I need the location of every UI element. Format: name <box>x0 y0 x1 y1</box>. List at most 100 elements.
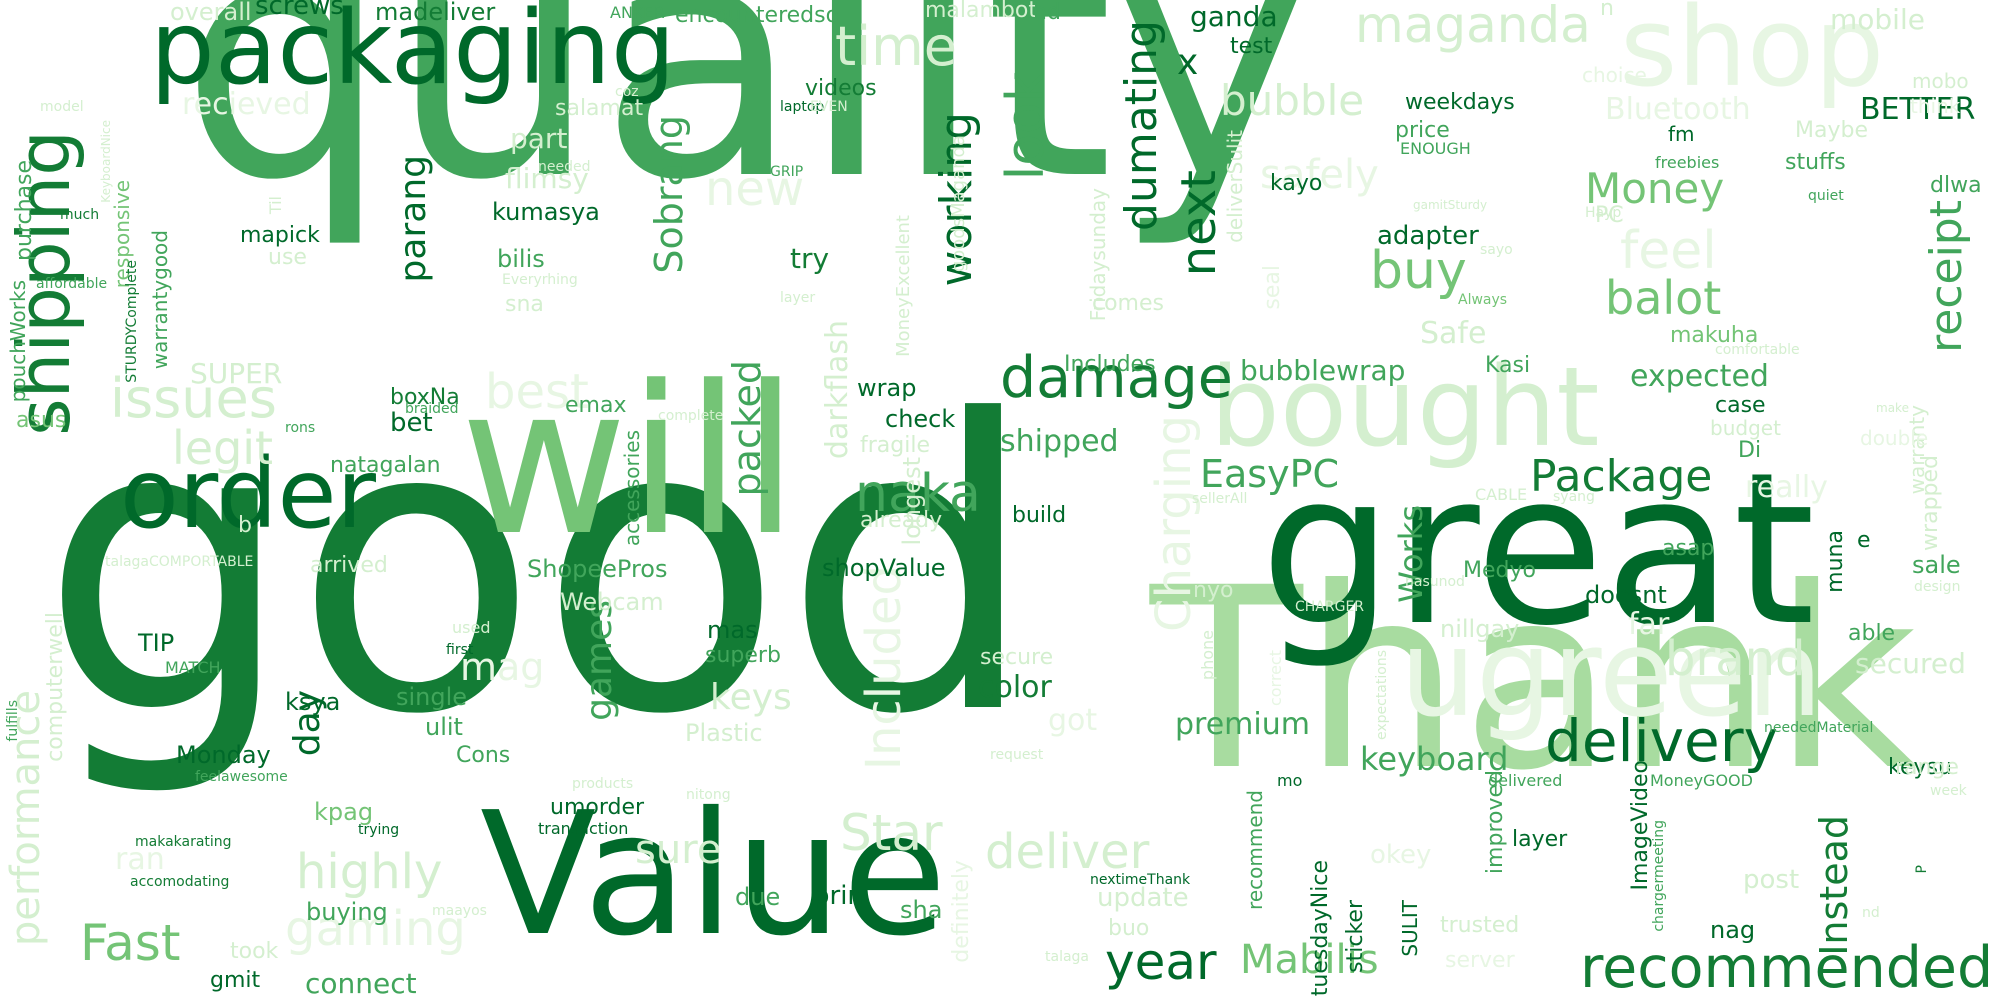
cloud-word-quality: quality <box>180 0 1309 252</box>
cloud-word-mobo: mobo <box>1912 69 1969 93</box>
cloud-word-kayo: kayo <box>1270 171 1323 196</box>
cloud-word-buy: buy <box>1370 241 1467 301</box>
cloud-word-moneyexcellent: MoneyExcellent <box>893 215 914 357</box>
cloud-word-shop: shop <box>1620 0 1885 111</box>
cloud-word-salamat: salamat <box>555 96 644 121</box>
cloud-word-recieved: recieved <box>182 87 311 122</box>
cloud-word-deliversulit: deliverSulit <box>1223 130 1247 243</box>
cloud-word-safely: safely <box>1260 152 1379 198</box>
cloud-word-trusted: trusted <box>1440 913 1520 938</box>
cloud-word-instead: Instead <box>1812 815 1856 956</box>
cloud-word-di: Di <box>1738 438 1762 463</box>
cloud-word-value: Value <box>480 776 947 974</box>
cloud-word-sure: sure <box>635 827 722 873</box>
cloud-word-charging: Charging <box>1146 415 1202 632</box>
cloud-word-pc: PC <box>1595 203 1624 228</box>
cloud-word-nitong: nitong <box>686 787 731 803</box>
cloud-word-layer: layer <box>780 290 816 306</box>
cloud-word-even: EVEN <box>810 99 848 115</box>
cloud-word-try: try <box>790 242 830 275</box>
cloud-word-mobile: mobile <box>1830 3 1925 36</box>
cloud-word-shipped: shipped <box>1000 424 1119 459</box>
cloud-word-keyboardnice: KeyboardNice <box>99 120 113 203</box>
cloud-word-premium: premium <box>1175 707 1310 742</box>
cloud-word-overall: overall <box>170 0 252 26</box>
cloud-word-brand: brand <box>1665 631 1806 687</box>
cloud-word-packaging: packaging <box>150 0 676 108</box>
cloud-word-think: think <box>1910 94 1961 118</box>
cloud-word-ran: ran <box>115 842 165 877</box>
cloud-word-medyo: Medyo <box>1463 558 1536 583</box>
cloud-word-check: check <box>885 405 956 433</box>
cloud-word-best: best <box>485 364 589 420</box>
cloud-word-expected: expected <box>1630 359 1769 394</box>
cloud-word-nextimethank: nextimeThank <box>1090 872 1191 888</box>
cloud-word-look: look <box>996 72 1056 181</box>
cloud-word-asus: asus <box>16 408 67 433</box>
cloud-word-nd: nd <box>1862 905 1880 921</box>
cloud-word-able: able <box>1848 621 1896 646</box>
cloud-word-arrived: arrived <box>310 553 388 578</box>
cloud-word-enough: ENOUGH <box>1400 139 1471 158</box>
cloud-word-affordable: affordable <box>36 276 108 292</box>
cloud-word-b: b <box>238 513 252 538</box>
cloud-word-makuha: makuha <box>1670 323 1759 348</box>
cloud-word-n: n <box>1600 0 1614 21</box>
cloud-word-neededmaterial: neededMaterial <box>1764 720 1874 736</box>
cloud-word-anker: ANKER <box>610 3 665 22</box>
cloud-word-coz: coz <box>615 84 639 100</box>
cloud-word-packed: packed <box>725 360 769 497</box>
cloud-word-expectations: expectations <box>1374 650 1390 741</box>
cloud-word-screws: screws <box>255 0 344 21</box>
cloud-word-money: Money <box>1585 164 1725 213</box>
cloud-word-safe: Safe <box>1420 316 1487 351</box>
cloud-word-fast: Fast <box>80 914 181 972</box>
cloud-word-tuesdaynice: tuesdayNice <box>1308 860 1333 997</box>
cloud-word-already: already <box>860 508 943 533</box>
cloud-word-single: single <box>396 683 468 711</box>
cloud-word-videos: videos <box>805 76 877 101</box>
cloud-word-flimsy: flimsy <box>505 162 589 195</box>
cloud-word-wrap: wrap <box>857 374 917 402</box>
cloud-word-pouchworks: pouchWorks <box>6 280 30 403</box>
cloud-word-warrantygood: warrantygood <box>148 230 172 370</box>
cloud-word-til: Til <box>266 196 285 215</box>
cloud-word-double: double <box>1860 426 1929 450</box>
cloud-word-used: used <box>452 618 491 637</box>
cloud-word-star: Star <box>840 804 943 862</box>
cloud-word-shopvalue: shopValue <box>822 554 946 582</box>
cloud-word-sturdycomplete: STURDYComplete <box>124 260 140 383</box>
cloud-word-week: week <box>1930 783 1967 799</box>
cloud-word-sna: sna <box>505 292 544 317</box>
cloud-word-freebies: freebies <box>1655 153 1720 172</box>
cloud-word-talaga: talaga <box>1045 949 1090 965</box>
cloud-word-shopeepros: ShopeePros <box>527 555 668 583</box>
cloud-word-comes: comes <box>1092 291 1164 316</box>
cloud-word-sale: sale <box>1912 551 1961 579</box>
cloud-word-talagacomportable: talagaCOMPORTABLE <box>105 554 254 570</box>
cloud-word-syang: syang <box>1553 489 1595 505</box>
cloud-word-use: use <box>268 245 307 270</box>
cloud-word-muna: muna <box>1823 530 1848 593</box>
cloud-word-bubble: bubble <box>1220 76 1365 125</box>
cloud-word-connect: connect <box>305 967 417 1000</box>
cloud-word-grip: GRIP <box>770 164 804 180</box>
cloud-word-delivery: delivery <box>1545 707 1778 775</box>
cloud-word-okey: okey <box>1370 840 1432 870</box>
cloud-word-correct: correct <box>1266 650 1285 707</box>
cloud-word-keys: keys <box>710 677 792 718</box>
cloud-word-receipt: receipt <box>1921 200 1972 353</box>
cloud-word-bet: bet <box>390 408 433 438</box>
cloud-word-secured: secured <box>1855 647 1966 680</box>
cloud-word-part: part <box>510 122 568 155</box>
cloud-word-mag: mag <box>460 645 545 689</box>
cloud-word-request: request <box>990 747 1044 763</box>
cloud-word-year: year <box>1105 933 1217 991</box>
cloud-word-sayo: sayo <box>1480 242 1513 258</box>
cloud-word-prin: prin <box>813 881 864 911</box>
cloud-word-new: new <box>705 161 805 217</box>
cloud-word-nillgay: nillgay <box>1440 615 1520 643</box>
cloud-word-cons: Cons <box>456 743 511 768</box>
cloud-word-transaction: transaction <box>538 819 629 838</box>
cloud-word-keyboard: keyboard <box>1360 740 1509 778</box>
